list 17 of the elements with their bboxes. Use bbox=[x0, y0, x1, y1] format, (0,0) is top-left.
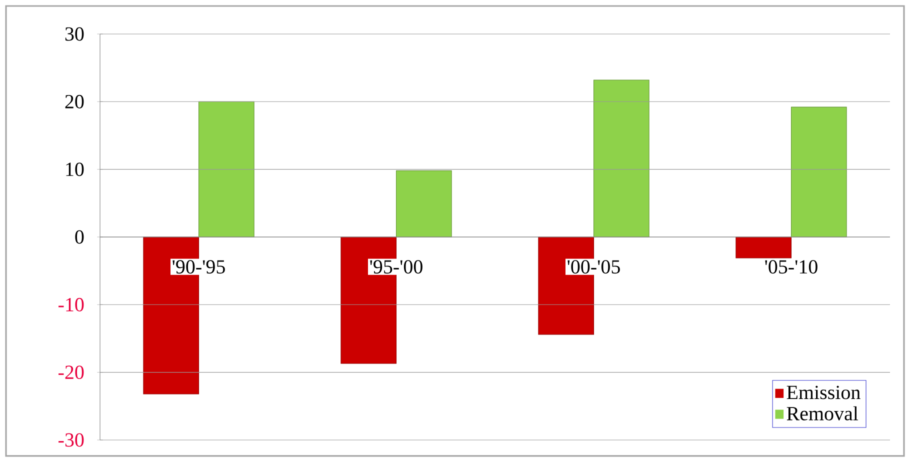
y-tick-label: 30 bbox=[65, 27, 84, 41]
y-tick-label: -10 bbox=[58, 298, 84, 312]
bar bbox=[198, 101, 254, 238]
x-tick-label: '05-'10 bbox=[765, 260, 818, 274]
x-tick-label: '90-'95 bbox=[172, 260, 225, 274]
y-tick-label: -30 bbox=[58, 433, 84, 447]
x-tick-label: '00-'05 bbox=[568, 260, 620, 274]
bar bbox=[593, 80, 650, 238]
bar bbox=[396, 170, 452, 238]
y-tick-label: 10 bbox=[66, 162, 84, 176]
y-tick-label: 0 bbox=[75, 230, 84, 244]
legend-label: Removal bbox=[786, 406, 858, 420]
x-tick-label: '95-'00 bbox=[370, 260, 422, 274]
y-tick-label: 20 bbox=[65, 94, 84, 108]
y-tick-label: -20 bbox=[58, 366, 84, 380]
legend-label: Emission bbox=[786, 386, 860, 400]
bar bbox=[790, 106, 847, 238]
